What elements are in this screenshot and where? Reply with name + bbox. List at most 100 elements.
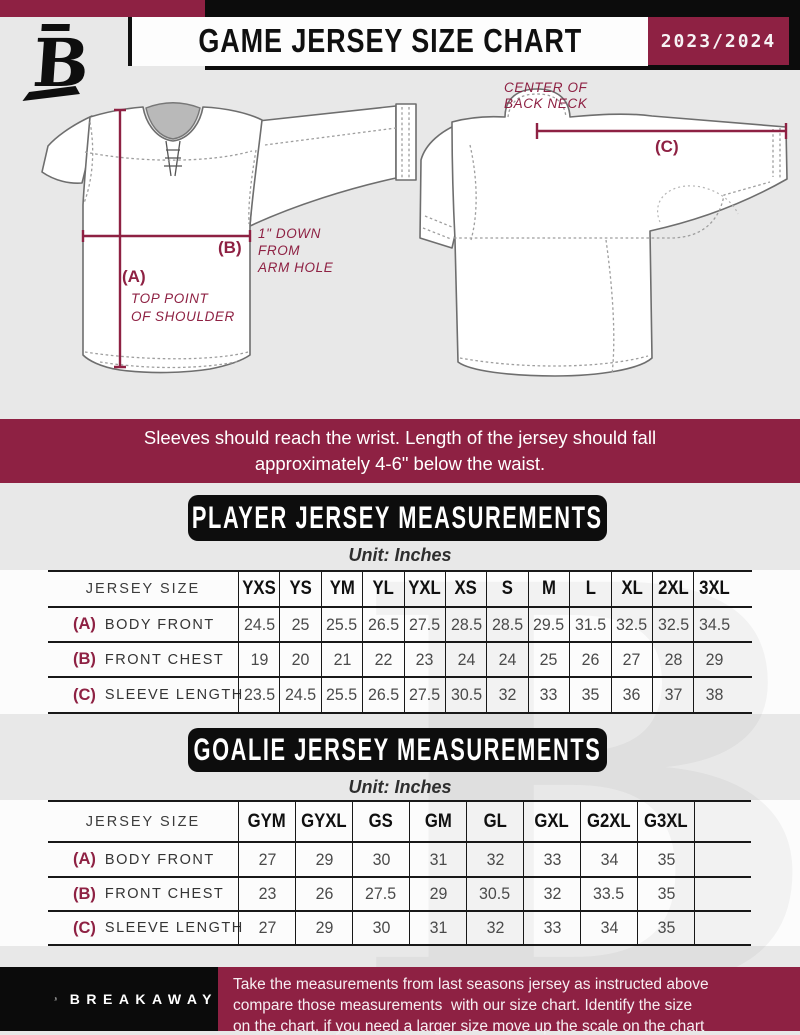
header-accent-strip (0, 0, 205, 17)
measurement-label-cell: (C) SLEEVE LENGTH (48, 912, 242, 946)
player-table: JERSEY SIZE YXS YS YM YL YXL XS S M L XL 2XL 3XL (A) B… (48, 570, 752, 714)
label-c: (C) (655, 137, 679, 156)
size-header-label: YM (329, 577, 355, 600)
table-spacer (694, 878, 751, 912)
size-header-label: YL (372, 577, 395, 600)
table-spacer (734, 608, 752, 643)
size-header: M (527, 570, 570, 608)
measurement-value-cell: 34.5 (693, 608, 735, 643)
measurement-value: 27 (622, 649, 641, 669)
footer-instructions: Take the measurements from last seasons … (218, 967, 800, 1035)
measurement-value-cell: 32 (466, 912, 523, 946)
size-header-label: M (541, 577, 556, 600)
fit-notice-line2: approximately 4-6" below the waist. (254, 453, 546, 474)
measurement-value: 25 (540, 649, 558, 669)
size-header-label: YXS (242, 577, 276, 600)
measurement-value-cell: 27 (238, 843, 295, 878)
note-c-line1: CENTER OF (504, 80, 588, 95)
measurement-value-cell: 29 (409, 878, 466, 912)
measurement-value: 27 (258, 849, 276, 869)
measurement-value: 25 (291, 614, 310, 634)
measurement-label-cell: (B) FRONT CHEST (48, 878, 238, 912)
goalie-table: JERSEY SIZE GYM GYXL GS GM GL GXL G2XL G3XL (A) BO… (48, 800, 751, 946)
measurement-value: 27.5 (409, 614, 441, 634)
size-header: GYXL (295, 800, 352, 843)
measurement-value-cell: 23 (403, 643, 445, 678)
breakaway-b-logo-footer: B (54, 997, 58, 1001)
measurement-value-cell: 38 (693, 678, 735, 714)
measurement-value: 29 (315, 849, 333, 869)
measurement-value: 32 (486, 918, 504, 937)
table-corner-header: JERSEY SIZE (48, 800, 238, 843)
measurement-value: 36 (622, 685, 641, 704)
measurement-value: 29 (705, 649, 724, 669)
measurement-value: 35 (657, 849, 675, 869)
measurement-value-cell: 33 (523, 912, 580, 946)
measurement-value-cell: 32 (466, 843, 523, 878)
measurement-value: 31.5 (574, 614, 606, 634)
note-a-line2: OF SHOULDER (131, 309, 235, 324)
measurement-value-cell: 26 (295, 878, 352, 912)
note-c-line2: BACK NECK (504, 96, 588, 111)
measurement-value: 25.5 (326, 685, 358, 704)
measurement-value-cell: 25.5 (320, 678, 363, 714)
size-header: XS (444, 570, 487, 608)
size-col-label: JERSEY SIZE (85, 813, 201, 830)
size-header: GXL (523, 800, 580, 843)
measurement-value-cell: 21 (320, 643, 363, 678)
svg-text:B: B (54, 997, 57, 1001)
measurement-value: 25.5 (326, 614, 358, 634)
measurement-value-cell: 22 (362, 643, 404, 678)
measurement-value-cell: 35 (637, 878, 694, 912)
size-header-label: 2XL (657, 577, 689, 600)
goalie-section-banner: GOALIE JERSEY MEASUREMENTS (188, 728, 607, 772)
breakaway-b-logo: B (22, 24, 92, 102)
measurement-value-cell: 33 (527, 678, 570, 714)
measurement-value-cell: 27 (238, 912, 295, 946)
page-title: GAME JERSEY SIZE CHART (198, 22, 582, 60)
table-spacer (734, 570, 752, 608)
measurement-label-cell: (A) BODY FRONT (48, 843, 238, 878)
measurement-value-cell: 31.5 (569, 608, 611, 643)
footer-instructions-line1: Take the measurements from last seasons … (233, 976, 709, 993)
season-badge: 2023/2024 (648, 17, 789, 65)
table-spacer (694, 843, 751, 878)
size-header: YS (279, 570, 321, 608)
size-header-label: XS (454, 577, 478, 600)
size-header: L (569, 570, 611, 608)
size-header: S (486, 570, 528, 608)
size-header-label: XL (621, 577, 643, 600)
player-unit-label: Unit: Inches (348, 545, 452, 565)
size-header: YM (320, 570, 363, 608)
goalie-table-panel (0, 800, 800, 946)
measurement-value-cell: 35 (569, 678, 611, 714)
size-header-label: GYXL (301, 810, 347, 832)
label-a: (A) (122, 267, 146, 286)
measurement-name: BODY FRONT (104, 851, 215, 868)
measurement-value-cell: 34 (580, 843, 637, 878)
size-col-label: JERSEY SIZE (85, 581, 201, 597)
measurement-key: (B) (73, 650, 96, 668)
table-spacer (734, 643, 752, 678)
measurement-value: 35 (657, 918, 675, 937)
size-header-label: GS (368, 810, 394, 832)
measurement-label-cell: (B) FRONT CHEST (48, 643, 238, 678)
measurement-value-cell: 24.5 (279, 678, 321, 714)
header-title-bar: GAME JERSEY SIZE CHART (128, 17, 648, 66)
measurement-value: 38 (705, 685, 724, 704)
measurement-value: 26 (315, 884, 333, 903)
measurement-value: 32 (486, 849, 504, 869)
note-b-line1: 1" DOWN (258, 226, 321, 241)
measurement-value: 20 (291, 649, 310, 669)
jersey-diagrams: (B) 1" DOWN FROM ARM HOLE (A) TOP POINT … (41, 80, 788, 377)
size-header-label: G2XL (587, 810, 631, 832)
measurement-value: 32 (498, 685, 517, 704)
measurement-value-cell: 28.5 (444, 608, 487, 643)
brand-name: BREAKAWAY (69, 991, 218, 1007)
size-header-label: GM (424, 810, 452, 832)
size-header-label: YXL (408, 577, 442, 600)
measurement-value: 32 (543, 884, 561, 903)
measurement-value: 35 (581, 685, 600, 704)
measurement-value-cell: 33 (523, 843, 580, 878)
footer-brand-block: B BREAKAWAY (0, 967, 218, 1031)
